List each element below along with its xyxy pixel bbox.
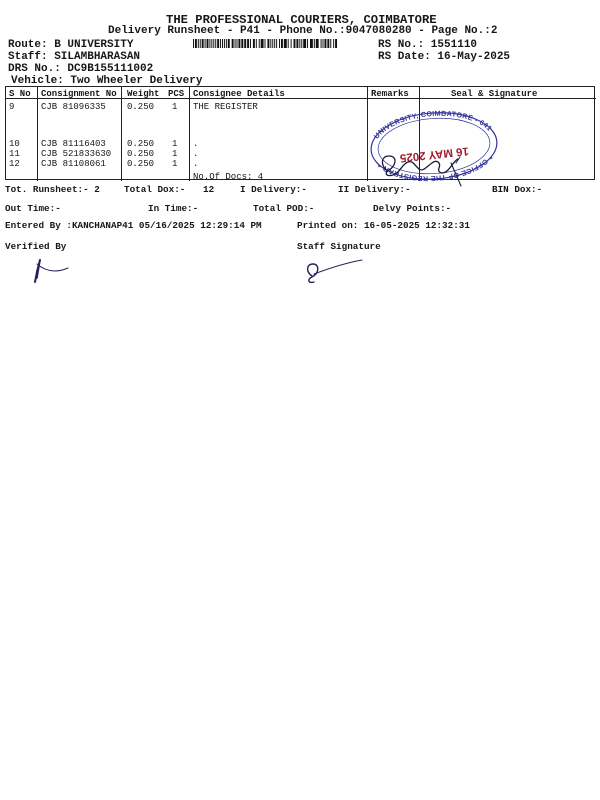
- svg-text:UNIVERSITY, COIMBATORE - 641: UNIVERSITY, COIMBATORE - 641: [370, 105, 494, 141]
- svg-text:16 MAY 2025: 16 MAY 2025: [399, 144, 470, 163]
